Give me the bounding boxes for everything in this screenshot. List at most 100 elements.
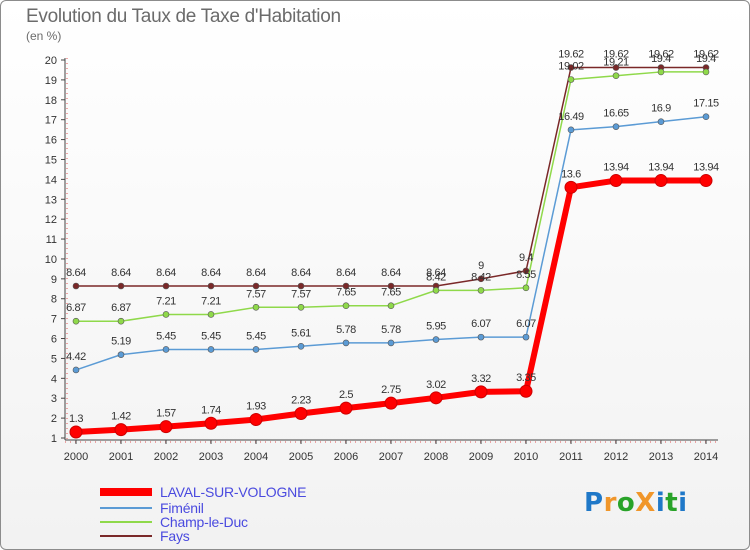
data-label: 5.78 <box>381 324 401 336</box>
data-point <box>432 287 440 294</box>
data-label: 3.32 <box>471 373 491 385</box>
x-tick-label: 2010 <box>514 451 538 463</box>
data-point <box>339 401 353 415</box>
y-tick-label: 14 <box>45 174 57 186</box>
data-point <box>159 420 173 434</box>
data-point <box>117 317 125 325</box>
legend-label: Fays <box>160 528 190 544</box>
data-label: 8.64 <box>246 267 266 279</box>
data-label: 19.02 <box>558 60 584 72</box>
data-label: 8.64 <box>201 267 221 279</box>
data-label: 6.87 <box>111 302 131 314</box>
data-point <box>609 174 623 188</box>
data-label: 1.3 <box>69 413 83 425</box>
data-label: 5.45 <box>156 330 176 342</box>
x-tick-label: 2011 <box>559 451 583 463</box>
y-tick-label: 7 <box>51 314 57 326</box>
data-point <box>114 423 128 437</box>
data-label: 1.74 <box>201 404 221 416</box>
data-point <box>72 317 80 325</box>
y-tick-label: 18 <box>45 95 57 107</box>
data-label: 13.94 <box>603 162 629 174</box>
legend-label: Champ-le-Duc <box>160 514 248 530</box>
y-tick-label: 15 <box>45 154 57 166</box>
data-point <box>387 339 395 347</box>
x-tick-label: 2002 <box>154 451 178 463</box>
data-point <box>207 311 215 318</box>
data-point <box>117 351 125 358</box>
y-tick-label: 3 <box>51 393 57 405</box>
data-point <box>429 391 443 405</box>
legend-item-champ-le-duc: Champ-le-Duc <box>100 514 248 530</box>
logo-letter: o <box>616 488 636 518</box>
data-point <box>567 76 575 83</box>
data-label: 4.42 <box>66 351 86 363</box>
data-label: 19.62 <box>693 49 719 61</box>
logo-letter: t <box>665 488 679 518</box>
y-tick-label: 19 <box>45 75 57 87</box>
data-point <box>342 282 350 290</box>
data-point <box>432 336 440 343</box>
legend-item-fimenil: Fiménil <box>100 500 204 516</box>
data-label: 1.93 <box>246 400 266 412</box>
data-label: 19.21 <box>603 57 629 69</box>
legend-item-laval: LAVAL-SUR-VOLOGNE <box>100 484 307 500</box>
y-tick-label: 8 <box>51 294 57 306</box>
y-tick-label: 16 <box>45 135 57 147</box>
logo-letter: X <box>635 488 656 518</box>
data-label: 2.23 <box>291 395 311 407</box>
data-point <box>612 64 620 71</box>
data-point <box>204 416 218 430</box>
data-point <box>252 303 260 311</box>
data-point <box>342 339 350 347</box>
data-label: 7.65 <box>381 287 401 299</box>
data-label: 19.62 <box>648 49 674 61</box>
legend-item-fays: Fays <box>100 528 190 544</box>
x-tick-label: 2000 <box>64 451 88 463</box>
legend-swatch <box>100 535 152 537</box>
data-label: 5.95 <box>426 321 446 333</box>
data-label: 8.42 <box>471 271 491 283</box>
data-point <box>72 282 80 290</box>
legend-label: LAVAL-SUR-VOLOGNE <box>160 484 307 500</box>
y-tick-label: 5 <box>51 353 57 365</box>
data-label: 8.64 <box>156 267 176 279</box>
data-label: 7.65 <box>336 287 356 299</box>
proxiti-logo: ProXiti <box>584 488 688 518</box>
legend-swatch <box>100 488 152 496</box>
legend-swatch <box>100 521 152 523</box>
x-tick-label: 2005 <box>289 451 313 463</box>
data-label: 5.45 <box>201 330 221 342</box>
data-point <box>117 282 125 290</box>
data-point <box>612 72 620 80</box>
data-label: 8.42 <box>426 271 446 283</box>
data-label: 1.42 <box>111 411 131 423</box>
data-label: 5.61 <box>291 327 311 339</box>
data-point <box>252 282 260 290</box>
data-label: 7.21 <box>156 295 176 307</box>
data-point <box>522 284 530 292</box>
y-tick-label: 20 <box>45 55 57 67</box>
data-label: 19.4 <box>651 53 671 65</box>
data-label: 19.62 <box>603 49 629 61</box>
data-point <box>72 366 80 374</box>
data-point <box>162 282 170 290</box>
logo-letter: r <box>603 488 617 518</box>
data-point <box>567 126 575 134</box>
data-label: 2.5 <box>339 389 353 401</box>
data-point <box>477 333 485 341</box>
data-point <box>249 412 263 426</box>
data-label: 8.64 <box>66 267 86 279</box>
logo-letter: i <box>678 488 688 518</box>
data-label: 1.57 <box>156 408 176 420</box>
data-label: 13.94 <box>693 162 719 174</box>
x-tick-label: 2008 <box>424 451 448 463</box>
data-point <box>567 64 575 71</box>
y-tick-label: 13 <box>45 194 57 206</box>
data-label: 3.35 <box>516 372 536 384</box>
data-label: 13.6 <box>561 168 581 180</box>
data-point <box>342 302 350 310</box>
data-label: 7.57 <box>246 288 266 300</box>
data-point <box>522 333 530 341</box>
data-label: 8.64 <box>336 267 356 279</box>
